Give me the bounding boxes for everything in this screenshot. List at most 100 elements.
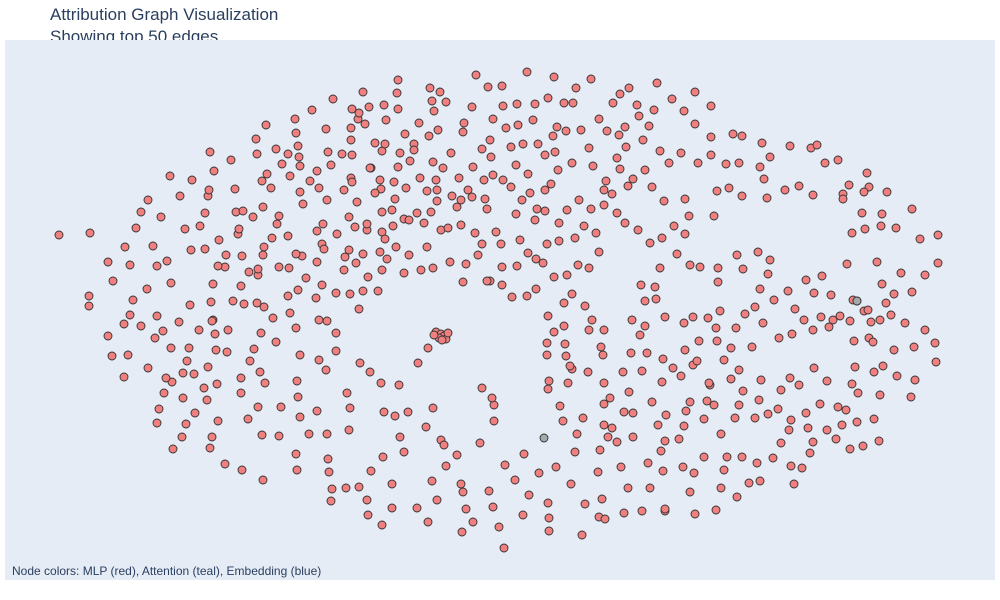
graph-node[interactable] bbox=[194, 325, 204, 335]
graph-node[interactable] bbox=[844, 180, 854, 190]
graph-node[interactable] bbox=[251, 134, 261, 144]
graph-node[interactable] bbox=[152, 261, 162, 271]
graph-node[interactable] bbox=[643, 458, 653, 468]
graph-node[interactable] bbox=[458, 277, 468, 287]
graph-node[interactable] bbox=[543, 498, 553, 508]
graph-node[interactable] bbox=[808, 325, 818, 335]
graph-node[interactable] bbox=[360, 119, 370, 129]
graph-node[interactable] bbox=[414, 118, 424, 128]
graph-node[interactable] bbox=[506, 142, 516, 152]
graph-node[interactable] bbox=[136, 207, 146, 217]
graph-node[interactable] bbox=[842, 259, 852, 269]
graph-node[interactable] bbox=[638, 135, 648, 145]
graph-node[interactable] bbox=[467, 192, 477, 202]
graph-node[interactable] bbox=[549, 72, 559, 82]
graph-node[interactable] bbox=[577, 530, 587, 540]
graph-node[interactable] bbox=[380, 139, 390, 149]
graph-node[interactable] bbox=[84, 301, 94, 311]
graph-node[interactable] bbox=[815, 399, 825, 409]
graph-node[interactable] bbox=[364, 102, 374, 112]
graph-node[interactable] bbox=[488, 502, 498, 512]
graph-node[interactable] bbox=[763, 409, 773, 419]
graph-node[interactable] bbox=[801, 408, 811, 418]
graph-node[interactable] bbox=[322, 195, 332, 205]
graph-node[interactable] bbox=[285, 171, 295, 181]
graph-node[interactable] bbox=[441, 461, 451, 471]
graph-node[interactable] bbox=[621, 142, 631, 152]
graph-node[interactable] bbox=[392, 88, 402, 98]
graph-node[interactable] bbox=[875, 390, 885, 400]
graph-node[interactable] bbox=[395, 148, 405, 158]
graph-node[interactable] bbox=[886, 310, 896, 320]
graph-node[interactable] bbox=[583, 367, 593, 377]
graph-node[interactable] bbox=[640, 321, 650, 331]
graph-node[interactable] bbox=[187, 175, 197, 185]
graph-node[interactable] bbox=[812, 140, 822, 150]
graph-node[interactable] bbox=[177, 432, 187, 442]
graph-node[interactable] bbox=[416, 265, 426, 275]
graph-node[interactable] bbox=[759, 174, 769, 184]
graph-node[interactable] bbox=[553, 165, 563, 175]
graph-node[interactable] bbox=[857, 208, 867, 218]
graph-node[interactable] bbox=[523, 169, 533, 179]
graph-node[interactable] bbox=[271, 337, 281, 347]
graph-node[interactable] bbox=[403, 407, 413, 417]
graph-node[interactable] bbox=[185, 300, 195, 310]
graph-node[interactable] bbox=[186, 245, 196, 255]
graph-node[interactable] bbox=[850, 362, 860, 372]
graph-node[interactable] bbox=[405, 156, 415, 166]
graph-node[interactable] bbox=[174, 317, 184, 327]
graph-node[interactable] bbox=[426, 207, 436, 217]
graph-node[interactable] bbox=[159, 388, 169, 398]
graph-node[interactable] bbox=[731, 323, 741, 333]
graph-node[interactable] bbox=[307, 105, 317, 115]
graph-node[interactable] bbox=[588, 161, 598, 171]
graph-node[interactable] bbox=[119, 319, 129, 329]
graph-node[interactable] bbox=[889, 345, 899, 355]
graph-node[interactable] bbox=[635, 330, 645, 340]
graph-node[interactable] bbox=[432, 196, 442, 206]
graph-node[interactable] bbox=[540, 206, 550, 216]
graph-node[interactable] bbox=[204, 185, 214, 195]
graph-node[interactable] bbox=[755, 162, 765, 172]
graph-node[interactable] bbox=[833, 402, 843, 412]
graph-node[interactable] bbox=[841, 405, 851, 415]
graph-node[interactable] bbox=[794, 181, 804, 191]
graph-node[interactable] bbox=[482, 276, 492, 286]
graph-node[interactable] bbox=[580, 499, 590, 509]
graph-node[interactable] bbox=[896, 268, 906, 278]
graph-node[interactable] bbox=[790, 304, 800, 314]
graph-node[interactable] bbox=[327, 484, 337, 494]
graph-node[interactable] bbox=[580, 301, 590, 311]
graph-node[interactable] bbox=[283, 149, 293, 159]
graph-node[interactable] bbox=[763, 269, 773, 279]
graph-node[interactable] bbox=[477, 383, 487, 393]
graph-node[interactable] bbox=[776, 438, 786, 448]
graph-node[interactable] bbox=[706, 132, 716, 142]
graph-node[interactable] bbox=[156, 212, 166, 222]
graph-node[interactable] bbox=[377, 520, 387, 530]
graph-node[interactable] bbox=[838, 194, 848, 204]
graph-node[interactable] bbox=[750, 413, 760, 423]
graph-node[interactable] bbox=[283, 231, 293, 241]
graph-node[interactable] bbox=[803, 423, 813, 433]
graph-node[interactable] bbox=[355, 358, 365, 368]
graph-node[interactable] bbox=[340, 252, 350, 262]
graph-node[interactable] bbox=[274, 211, 284, 221]
graph-node[interactable] bbox=[291, 449, 301, 459]
graph-node[interactable] bbox=[365, 367, 375, 377]
graph-node[interactable] bbox=[390, 411, 400, 421]
graph-node[interactable] bbox=[619, 508, 629, 518]
graph-node[interactable] bbox=[239, 299, 249, 309]
graph-node[interactable] bbox=[546, 179, 556, 189]
graph-node[interactable] bbox=[429, 106, 439, 116]
graph-node[interactable] bbox=[603, 432, 613, 442]
graph-node[interactable] bbox=[783, 286, 793, 296]
graph-node[interactable] bbox=[711, 505, 721, 515]
graph-node[interactable] bbox=[685, 260, 695, 270]
graph-node[interactable] bbox=[730, 413, 740, 423]
graph-node[interactable] bbox=[103, 331, 113, 341]
graph-node[interactable] bbox=[757, 138, 767, 148]
graph-node[interactable] bbox=[584, 263, 594, 273]
graph-node[interactable] bbox=[415, 173, 425, 183]
